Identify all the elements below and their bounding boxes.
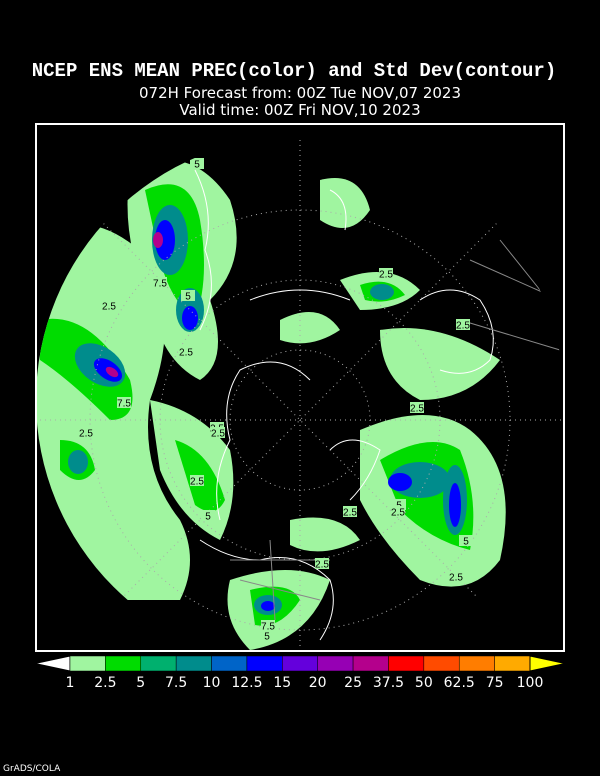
contour-label-bg [153,277,167,288]
credit: GrADS/COLA [3,764,61,774]
contour-label-bg [449,571,463,582]
contour-label: 2.5 [102,302,116,313]
colorbar: 1 2.5 5 7.5 10 12.5 15 20 25 37.5 50 62.5 75 100 [34,655,566,691]
contour-label-bg [343,506,357,517]
contour-label-bg [410,402,424,413]
contour-label-bg [211,427,225,438]
colorbar-label: 5 [136,675,145,691]
colorbar-box [423,655,460,672]
colorbar-label: 10 [203,675,221,691]
contour-label-bg [190,158,204,169]
colorbar-label: 50 [415,675,433,691]
contour-label-bg [261,620,275,631]
colorbar-label: 25 [344,675,362,691]
colorbar-label: 12.5 [231,675,262,691]
colorbar-box [282,655,318,672]
globe: 57.552.52.57.52.52.52.52.552.52.52.5552.… [36,136,564,651]
contour-label: 5 [194,160,200,171]
contour-label-bg [392,499,406,510]
contour-label: 7.5 [117,399,131,410]
map: 57.552.52.57.52.52.52.52.552.52.52.5552.… [36,136,564,651]
colorbar-box [105,655,142,672]
colorbar-box [175,655,212,672]
contour-label: 2.5 [79,429,93,440]
contour-label: 2.5 [410,404,424,415]
contour-label-bg [459,535,473,546]
contour-label: 2.5 [190,477,204,488]
colorbar-box [352,655,389,672]
colorbar-box [494,655,531,672]
contour-label: 5 [264,632,270,643]
title: NCEP ENS MEAN PREC(color) and Std Dev(co… [32,60,557,82]
contour-labels: 57.552.52.57.52.52.52.52.552.52.52.5552.… [79,158,473,643]
contour-label-bg [79,427,93,438]
colorbar-label: 75 [486,675,504,691]
colorbar-box [388,655,425,672]
contour-label-bg [179,346,193,357]
colorbar-low [34,655,71,672]
colorbar-box [211,655,248,672]
contour-label-bg [456,319,470,330]
contour-label-bg [260,630,274,641]
colorbar-label: 62.5 [444,675,475,691]
contour-label-bg [201,510,215,521]
colorbar-box [458,655,495,672]
map-frame [35,123,565,652]
contour-label-bg [391,506,405,517]
contour-label: 5 [185,292,191,303]
colorbar-label: 2.5 [94,675,116,691]
colorbar-box [246,655,283,672]
contour-label-bg [190,475,204,486]
contour-label-bg [315,558,329,569]
contour-label-bg [102,300,116,311]
colorbar-box [69,655,106,672]
contour-label: 2.5 [315,560,329,571]
contour-label: 2.5 [456,321,470,332]
contour-label: 2.5 [179,348,193,359]
contour-label-bg [379,268,393,279]
contour-label: 5 [205,512,211,523]
contour-label: 2.5 [211,429,225,440]
contour-label: 7.5 [261,622,275,633]
colorbar-label: 37.5 [373,675,404,691]
valid-line: Valid time: 00Z Fri NOV,10 2023 [179,101,420,119]
contour-label: 7.5 [153,279,167,290]
contour-label-bg [181,290,195,301]
colorbar-label: 7.5 [165,675,187,691]
contour-label: 2.5 [391,508,405,519]
contour-label: 2.5 [343,508,357,519]
colorbar-box [140,655,177,672]
contour-label: 2.5 [449,573,463,584]
colorbar-high [529,655,566,672]
contour-label: 5 [463,537,469,548]
colorbar-box [317,655,354,672]
contour-label-bg [117,397,131,408]
forecast-line: 072H Forecast from: 00Z Tue NOV,07 2023 [139,84,461,102]
contour-label: 2.5 [379,270,393,281]
colorbar-label: 1 [66,675,75,691]
colorbar-label: 20 [309,675,327,691]
colorbar-label: 100 [517,675,544,691]
colorbar-label: 15 [273,675,291,691]
